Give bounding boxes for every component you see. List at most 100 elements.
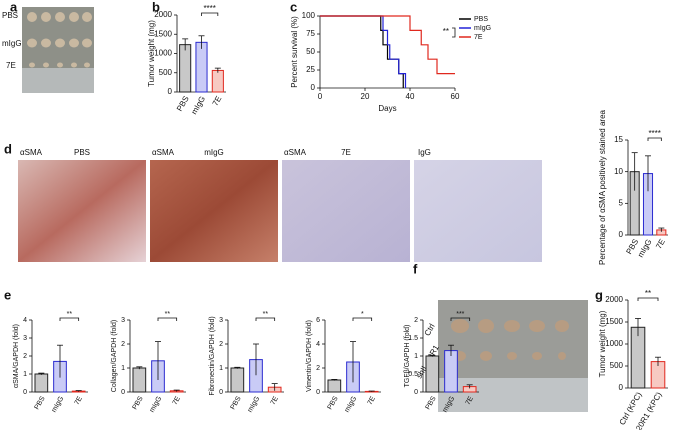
significance-bracket bbox=[637, 297, 659, 301]
x-tick-label: PBS bbox=[175, 95, 191, 113]
histology-image bbox=[18, 160, 146, 262]
y-tick-label: 2 bbox=[121, 341, 125, 348]
significance-bracket bbox=[59, 317, 80, 321]
photo-label: PBS bbox=[2, 11, 18, 20]
y-tick-label: 75 bbox=[306, 29, 315, 38]
x-tick-label: mIgG bbox=[51, 395, 66, 413]
y-tick-label: 2000 bbox=[154, 10, 172, 19]
x-tick-label: 40 bbox=[406, 92, 415, 101]
y-tick-label: 0 bbox=[311, 83, 316, 92]
y-tick-label: 4 bbox=[23, 317, 27, 324]
bar bbox=[630, 326, 646, 389]
y-tick-label: 1500 bbox=[154, 29, 172, 38]
y-tick-label: 5 bbox=[619, 198, 624, 207]
y-axis-label: Tumor weight (mg) bbox=[598, 310, 607, 377]
y-axis-label: Percentage of αSMA positively stained ar… bbox=[598, 109, 607, 264]
bar bbox=[179, 44, 192, 93]
significance-bracket bbox=[450, 317, 471, 321]
y-tick-label: 0 bbox=[316, 389, 320, 396]
significance: **** bbox=[648, 129, 660, 138]
bar bbox=[34, 373, 49, 393]
survival-line bbox=[320, 15, 404, 88]
bar bbox=[425, 355, 440, 393]
y-axis-label: Fibronectin/GAPDH (fold) bbox=[209, 316, 216, 395]
bar bbox=[132, 367, 147, 393]
significance: ** bbox=[645, 289, 651, 298]
image-label: PBS bbox=[74, 148, 90, 157]
x-tick-label: 7E bbox=[74, 395, 85, 406]
panel-letter: d bbox=[4, 141, 12, 156]
x-tick-label: 7E bbox=[654, 238, 667, 251]
y-tick-label: 6 bbox=[316, 317, 320, 324]
y-tick-label: 100 bbox=[302, 11, 316, 20]
image-label: IgG bbox=[418, 148, 431, 157]
x-tick-label: PBS bbox=[230, 395, 243, 411]
y-tick-label: 2 bbox=[23, 353, 27, 360]
y-tick-label: 0.5 bbox=[408, 371, 418, 378]
x-tick-label: 7E bbox=[270, 395, 281, 406]
x-tick-label: PBS bbox=[132, 395, 145, 411]
bar bbox=[195, 41, 208, 93]
significance: ** bbox=[443, 27, 449, 36]
y-tick-label: 0 bbox=[121, 389, 125, 396]
significance-bracket bbox=[452, 27, 456, 38]
x-tick-label: PBS bbox=[34, 395, 47, 411]
x-tick-label: 7E bbox=[172, 395, 183, 406]
y-axis-label: αSMA/GAPDH (fold) bbox=[13, 324, 20, 388]
y-axis-label: Tumor weight (mg) bbox=[147, 20, 156, 87]
significance-bracket bbox=[647, 137, 662, 141]
significance: * bbox=[361, 311, 364, 318]
y-axis-label: TGFβ/GAPDH (fold) bbox=[404, 325, 411, 388]
panel-letter: a bbox=[10, 0, 18, 14]
ruler bbox=[22, 68, 94, 93]
y-tick-label: 50 bbox=[306, 47, 315, 56]
survival-line bbox=[320, 15, 455, 75]
y-tick-label: 500 bbox=[610, 361, 624, 370]
x-tick-label: mIgG bbox=[149, 395, 164, 413]
y-tick-label: 1500 bbox=[605, 317, 623, 326]
bar bbox=[230, 367, 245, 393]
y-tick-label: 0 bbox=[219, 389, 223, 396]
y-tick-label: 3 bbox=[23, 335, 27, 342]
ruler bbox=[438, 378, 588, 412]
y-tick-label: 2000 bbox=[605, 295, 623, 304]
panel-letter: g bbox=[595, 287, 603, 302]
x-tick-label: 7E bbox=[367, 395, 378, 406]
significance: *** bbox=[456, 311, 464, 318]
x-tick-label: 60 bbox=[451, 92, 460, 101]
significance: ** bbox=[165, 311, 171, 318]
y-axis-label: Collagen/GAPDH (fold) bbox=[111, 320, 118, 392]
y-tick-label: 1000 bbox=[605, 339, 623, 348]
panel-letter: e bbox=[4, 287, 11, 302]
significance: ** bbox=[67, 311, 73, 318]
y-tick-label: 1 bbox=[23, 371, 27, 378]
significance: **** bbox=[203, 4, 215, 13]
bar bbox=[327, 379, 342, 393]
y-tick-label: 1000 bbox=[154, 49, 172, 58]
panel-letter: b bbox=[152, 0, 160, 14]
y-tick-label: 15 bbox=[614, 135, 623, 144]
panel-letter: c bbox=[290, 0, 297, 14]
y-tick-label: 0 bbox=[23, 389, 27, 396]
y-axis-label: Vimentin/GAPDH (fold) bbox=[306, 320, 313, 392]
significance-bracket bbox=[352, 317, 373, 321]
y-tick-label: 0 bbox=[619, 230, 624, 239]
x-tick-label: PBS bbox=[425, 395, 438, 411]
x-tick-label: 20 bbox=[361, 92, 370, 101]
photo-label: Ctrl bbox=[423, 322, 437, 337]
legend-label: 7E bbox=[474, 34, 483, 41]
x-tick-label: mIgG bbox=[247, 395, 262, 413]
photo-label: mIgG bbox=[2, 39, 22, 48]
bar bbox=[211, 69, 224, 93]
y-tick-label: 0 bbox=[414, 389, 418, 396]
bar bbox=[444, 350, 458, 393]
x-tick-label: mIgG bbox=[636, 238, 654, 259]
y-tick-label: 25 bbox=[306, 65, 315, 74]
stain-label: αSMA bbox=[284, 148, 307, 157]
y-tick-label: 1 bbox=[219, 365, 223, 372]
x-tick-label: 7E bbox=[211, 95, 224, 108]
y-tick-label: 500 bbox=[159, 68, 173, 77]
x-tick-label: mIgG bbox=[189, 95, 207, 116]
